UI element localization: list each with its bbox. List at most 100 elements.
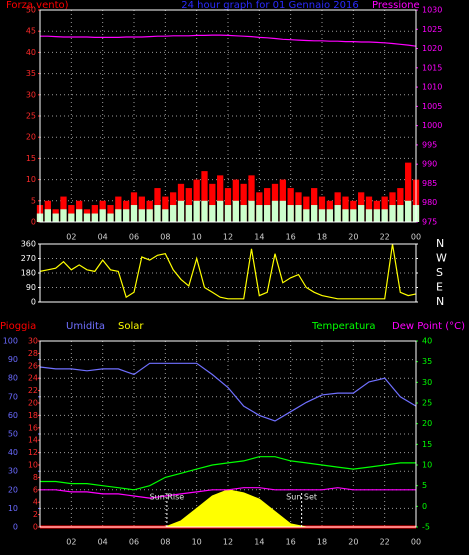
bar: [193, 200, 200, 222]
y-tick-label: 270: [21, 254, 36, 263]
y-tick-label: 100: [3, 337, 18, 346]
line: [39, 243, 417, 300]
y-tick-label: 10: [26, 175, 36, 184]
y-tick-label: 50: [8, 430, 18, 439]
bar: [264, 205, 271, 222]
series-name: Solar: [118, 321, 144, 332]
x-tick-label: 14: [254, 233, 264, 242]
y-tick-label: 24: [28, 374, 38, 383]
y-tick-label: 35: [422, 357, 432, 366]
y-tick-label: 50: [26, 6, 36, 15]
y-tick-label: 90: [8, 355, 18, 364]
plot-frame: [39, 9, 417, 223]
bar: [350, 209, 357, 222]
bar: [217, 200, 224, 222]
bar: [303, 209, 310, 222]
y-tick-label: N: [436, 295, 444, 308]
x-tick-label: 00: [411, 538, 421, 547]
y-tick-label: 25: [26, 112, 36, 121]
x-tick-label: 20: [348, 538, 358, 547]
y-tick-label: 6: [33, 485, 38, 494]
bar: [83, 213, 91, 222]
x-tick-label: 06: [129, 538, 139, 547]
bar: [201, 171, 208, 222]
bar: [232, 200, 239, 222]
y-tick-label: 5: [31, 196, 36, 205]
bar: [334, 205, 341, 222]
y-tick-label: 40: [422, 337, 432, 346]
bar: [162, 209, 169, 222]
y-tick-label: 26: [28, 361, 38, 370]
y-tick-label: 0: [33, 523, 38, 532]
y-tick-label: 15: [422, 440, 432, 449]
y-tick-label: 1030: [422, 6, 442, 15]
line: [39, 362, 417, 422]
bar: [91, 213, 98, 222]
y-tick-label: 4: [33, 498, 38, 507]
y-tick-label: 15: [26, 154, 36, 163]
x-tick-label: 06: [129, 233, 139, 242]
y-tick-label: 20: [28, 399, 38, 408]
x-tick-label: 12: [223, 233, 233, 242]
y-tick-label: 1025: [422, 25, 442, 34]
x-tick-label: 08: [160, 233, 170, 242]
bar: [318, 209, 326, 222]
bar: [52, 213, 59, 222]
x-tick-label: 08: [160, 538, 170, 547]
y-tick-label: N: [436, 237, 444, 250]
y-tick-label: 30: [28, 337, 38, 346]
bar: [154, 205, 161, 222]
x-tick-label: 00: [411, 233, 421, 242]
y-tick-label: 20: [422, 419, 432, 428]
x-tick-label: 16: [286, 233, 296, 242]
y-tick-label: 180: [21, 269, 36, 278]
y-tick-label: 1010: [422, 83, 442, 92]
bar: [44, 209, 51, 222]
y-tick-label: 0: [31, 218, 36, 227]
bar: [217, 175, 224, 222]
y-tick-label: 980: [422, 198, 437, 207]
y-tick-label: 1015: [422, 63, 442, 72]
line: [40, 34, 417, 47]
annotation-label: Sun Set: [286, 493, 317, 502]
bar: [107, 213, 114, 222]
x-tick-label: 10: [192, 538, 202, 547]
y-tick-label: 45: [26, 27, 36, 36]
series-name: Pressione: [372, 0, 420, 11]
plot-frame: [39, 340, 417, 528]
y-tick-label: 0: [31, 298, 36, 307]
bar: [224, 205, 232, 222]
y-tick-label: 985: [422, 179, 437, 188]
bar: [68, 213, 75, 222]
y-tick-label: 35: [26, 69, 36, 78]
y-tick-label: 90: [26, 283, 36, 292]
y-tick-label: 2: [33, 510, 38, 519]
bar: [256, 205, 263, 222]
bar: [358, 205, 365, 222]
bar: [76, 209, 83, 222]
y-tick-label: 975: [422, 218, 437, 227]
bar: [123, 209, 130, 222]
bar: [240, 205, 247, 222]
bar: [138, 209, 145, 222]
bar: [201, 200, 208, 222]
x-tick-label: 10: [192, 233, 202, 242]
y-tick-label: 5: [422, 481, 427, 490]
bar: [279, 200, 286, 222]
bar: [107, 205, 114, 222]
line: [40, 456, 416, 491]
y-tick-label: 1020: [422, 44, 442, 53]
bar: [405, 200, 412, 222]
y-tick-label: 80: [8, 374, 18, 383]
x-tick-label: 04: [98, 538, 108, 547]
annotation-label: Sun Rise: [150, 493, 185, 502]
series-name: Dew Point (°C): [392, 321, 465, 332]
x-tick-label: 22: [380, 538, 390, 547]
y-tick-label: W: [436, 252, 447, 265]
bar: [146, 209, 153, 222]
bar: [68, 205, 75, 222]
y-tick-label: 995: [422, 140, 437, 149]
y-tick-label: -5: [422, 523, 430, 532]
